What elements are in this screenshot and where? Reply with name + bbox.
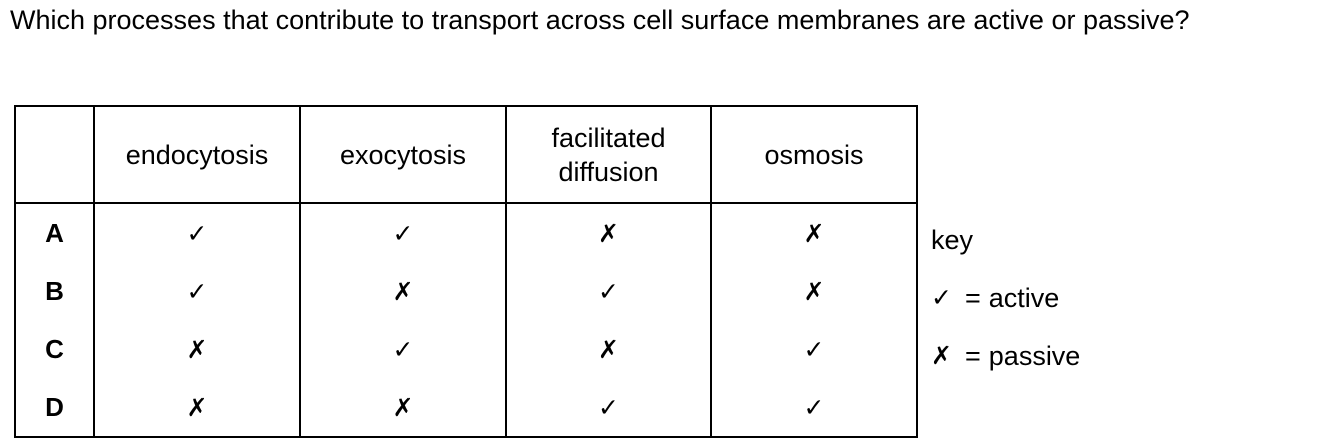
cross-icon: ✗ [598,218,619,248]
table-cell: ✗ [505,320,712,378]
cross-icon: ✗ [803,276,825,306]
option-label-b: B [14,262,95,320]
question-text: Which processes that contribute to trans… [10,5,1190,35]
table-cell: ✓ [710,320,918,378]
table-row-c: C ✗ ✓ ✗ ✓ [14,320,918,378]
table-cell: ✓ [299,203,507,262]
table-cell: ✓ [505,378,712,438]
tick-icon: ✓ [186,276,208,306]
cross-icon: ✗ [186,334,208,364]
table-row-b: B ✓ ✗ ✓ ✗ [14,262,918,320]
table-cell: ✗ [93,378,301,438]
tick-icon: ✓ [598,392,619,422]
key-spacer [931,258,1080,280]
table-cell: ✓ [710,378,918,438]
table-cell: ✗ [710,262,918,320]
header-exocytosis: exocytosis [299,105,507,204]
key-legend: key ✓ = active ✗ = passive [931,222,1080,396]
cross-icon: ✗ [392,392,414,422]
key-equals: = [965,283,981,313]
header-empty-cell [14,105,95,204]
table-cell: ✗ [710,203,918,262]
table-cell: ✗ [299,378,507,438]
option-label-a: A [14,203,95,262]
table-cell: ✓ [93,262,301,320]
option-label-c: C [14,320,95,378]
cross-icon: ✗ [392,276,414,306]
table-cell: ✗ [299,262,507,320]
header-endocytosis: endocytosis [93,105,301,204]
header-facilitated-diffusion-label: facilitated diffusion [551,122,666,187]
header-facilitated-diffusion: facilitated diffusion [505,105,712,204]
key-title: key [931,225,974,255]
table-row-a: A ✓ ✓ ✗ ✗ [14,203,918,262]
table-cell: ✗ [505,203,712,262]
table-row-d: D ✗ ✗ ✓ ✓ [14,378,918,438]
tick-icon: ✓ [803,334,825,364]
table-cell: ✓ [299,320,507,378]
key-meaning-passive: passive [988,341,1081,371]
key-item-active: ✓ = active [931,280,1080,338]
option-label-d: D [14,378,95,438]
header-osmosis: osmosis [710,105,918,204]
tick-icon: ✓ [598,276,619,306]
key-equals: = [965,341,981,371]
tick-icon: ✓ [186,218,208,248]
cross-icon: ✗ [598,334,619,364]
tick-icon: ✓ [392,334,414,364]
options-table: endocytosis exocytosis facilitated diffu… [14,105,918,438]
tick-icon: ✓ [931,283,952,312]
table-cell: ✓ [505,262,712,320]
key-meaning-active: active [988,283,1060,313]
key-item-passive: ✗ = passive [931,338,1080,396]
tick-icon: ✓ [392,218,414,248]
table-cell: ✗ [93,320,301,378]
cross-icon: ✗ [931,341,952,370]
cross-icon: ✗ [803,218,825,248]
table-cell: ✓ [93,203,301,262]
table-header-row: endocytosis exocytosis facilitated diffu… [14,105,918,204]
cross-icon: ✗ [186,392,208,422]
tick-icon: ✓ [803,392,825,422]
